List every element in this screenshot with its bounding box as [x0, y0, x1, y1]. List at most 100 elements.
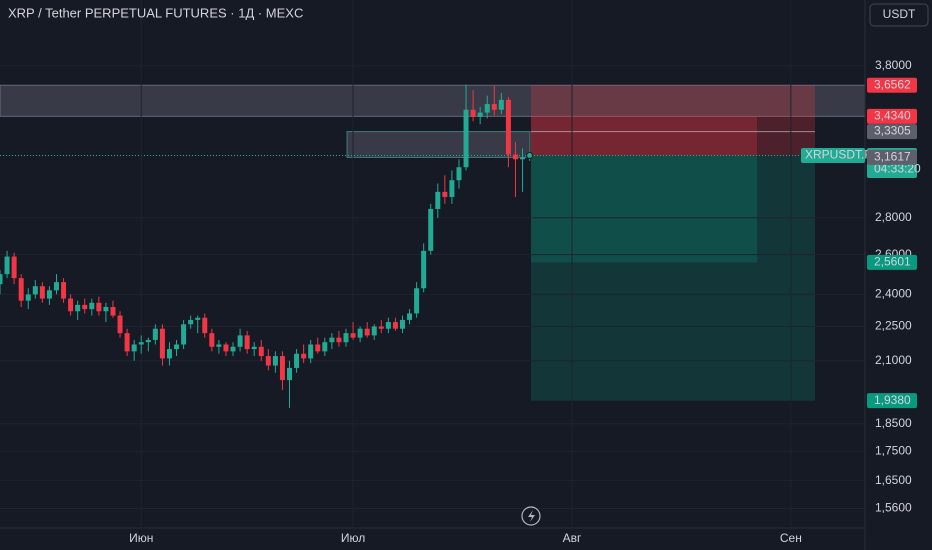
axes: 3,80002,80002,60002,40002,25002,10001,85…	[129, 58, 921, 545]
y-tick-label: 2,2500	[875, 319, 912, 333]
candle-body	[159, 328, 165, 359]
candle-body	[174, 344, 180, 350]
countdown: 04:33:20	[874, 162, 921, 176]
resistance-zone	[0, 84, 866, 117]
candle	[294, 349, 300, 373]
candle-body	[364, 328, 370, 336]
candle	[456, 159, 462, 189]
x-tick-label: Сен	[780, 531, 802, 545]
candle	[336, 330, 342, 347]
stop-zone-inner	[531, 116, 757, 156]
candle	[237, 328, 243, 352]
candle-body	[181, 324, 187, 345]
candle	[399, 315, 405, 334]
candle	[124, 328, 130, 357]
candle	[152, 324, 158, 345]
candle	[230, 342, 236, 357]
candle-body	[371, 326, 377, 336]
candle	[470, 90, 476, 122]
range-box	[346, 131, 531, 158]
candle-body	[421, 250, 427, 289]
currency-label[interactable]: USDT	[883, 7, 916, 21]
price-label-bg	[867, 254, 917, 270]
price-label-bg	[867, 149, 917, 165]
candle	[301, 344, 307, 364]
candle	[392, 317, 398, 331]
candle	[103, 302, 109, 323]
candle	[498, 92, 504, 115]
candle-body	[484, 104, 490, 113]
candle	[131, 339, 137, 361]
candle	[258, 339, 264, 361]
price-label-bg	[867, 77, 917, 93]
candle-body	[477, 112, 483, 117]
candle	[117, 311, 123, 338]
currency-button[interactable]	[869, 3, 929, 27]
candle-body	[435, 191, 441, 210]
candle	[477, 106, 483, 125]
candle	[385, 317, 391, 334]
candle-body	[82, 304, 88, 310]
candle	[505, 97, 511, 168]
candle-body	[463, 109, 469, 168]
candle	[223, 342, 229, 357]
candle	[414, 282, 420, 318]
candle-body	[39, 286, 45, 299]
candle	[244, 330, 250, 354]
candle	[216, 339, 222, 354]
candle-body	[414, 288, 420, 314]
candle	[442, 175, 448, 204]
candle-body	[61, 282, 67, 299]
candle-body	[287, 367, 293, 381]
candle	[0, 270, 3, 295]
candle-body	[124, 333, 130, 352]
candle	[421, 243, 427, 293]
chart-title: XRP / Tether PERPETUAL FUTURES · 1Д · ME…	[8, 5, 303, 20]
y-tick-label: 2,1000	[875, 353, 912, 367]
candle	[449, 170, 455, 204]
candle-body	[202, 317, 208, 334]
candle-body	[0, 274, 3, 285]
candle-body	[265, 356, 271, 366]
candle	[279, 351, 285, 391]
candle-body	[449, 180, 455, 197]
candle	[82, 298, 88, 314]
candle-body	[491, 104, 497, 110]
last-price-dot	[526, 152, 534, 160]
y-tick-label: 1,7500	[875, 444, 912, 458]
price-label: 1,9380	[874, 393, 911, 407]
candle-body	[392, 322, 398, 329]
y-tick-label: 1,6500	[875, 473, 912, 487]
events-icon[interactable]	[521, 506, 541, 526]
candle	[89, 298, 95, 316]
events-icon-glyph	[528, 510, 535, 522]
stop-zone	[531, 85, 815, 156]
candle-body	[258, 346, 264, 357]
candle-body	[294, 353, 300, 368]
candle-body	[4, 256, 10, 275]
candle	[4, 250, 10, 279]
candle-body	[308, 344, 314, 359]
candle	[463, 84, 469, 171]
candle	[145, 337, 151, 352]
price-label: 3,4340	[874, 109, 911, 123]
candle	[96, 296, 102, 316]
x-tick-label: Июн	[129, 531, 153, 545]
candle-body	[223, 344, 229, 352]
price-label: 2,5601	[874, 254, 911, 268]
target-zone	[531, 155, 815, 401]
candle	[53, 274, 59, 295]
candle	[491, 86, 497, 116]
candle-body	[138, 342, 144, 345]
candle	[174, 339, 180, 357]
y-tick-label: 1,5600	[875, 501, 912, 515]
candle	[315, 337, 321, 354]
candle	[75, 300, 81, 320]
candle	[46, 286, 52, 305]
candle	[18, 274, 24, 307]
candle	[350, 322, 356, 340]
candle	[11, 252, 17, 285]
candle-body	[117, 315, 123, 334]
candle	[272, 351, 278, 373]
